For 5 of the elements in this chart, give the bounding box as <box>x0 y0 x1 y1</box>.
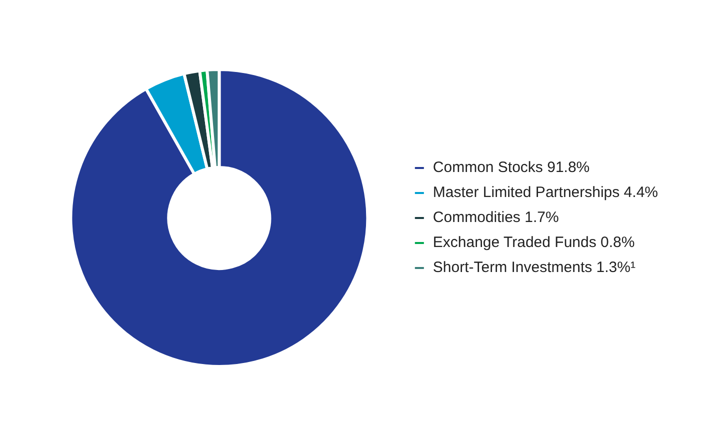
legend-label: Master Limited Partnerships 4.4% <box>432 184 658 202</box>
legend-label: Exchange Traded Funds 0.8% <box>432 234 635 252</box>
legend-label: Common Stocks 91.8% <box>432 159 590 176</box>
legend-label: Commodities 1.7% <box>432 209 559 226</box>
legend-label: Short-Term Investments 1.3%¹ <box>432 259 636 276</box>
